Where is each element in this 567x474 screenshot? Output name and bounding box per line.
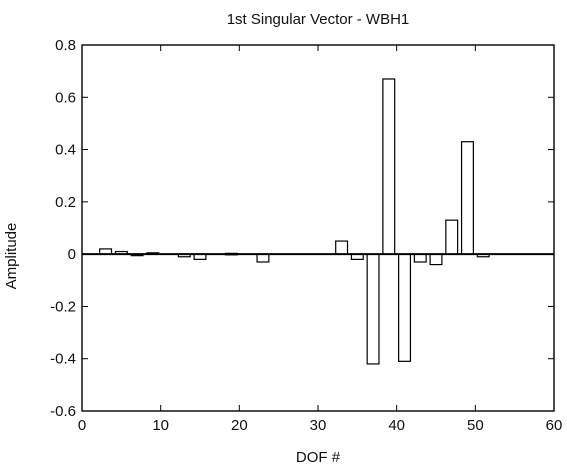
- x-tick-label: 40: [388, 417, 405, 434]
- y-tick-label: 0: [68, 246, 76, 263]
- y-tick-label: 0.2: [55, 194, 76, 211]
- x-tick-label: 60: [546, 417, 563, 434]
- x-tick-label: 30: [310, 417, 327, 434]
- x-axis-label: DOF #: [296, 449, 341, 466]
- y-tick-label: 0.4: [55, 142, 76, 159]
- x-tick-label: 50: [467, 417, 484, 434]
- x-tick-label: 0: [78, 417, 86, 434]
- bar: [413, 253, 427, 263]
- y-tick-label: -0.6: [50, 403, 76, 420]
- y-tick-label: 0.6: [55, 89, 76, 106]
- x-tick-label: 10: [152, 417, 169, 434]
- plot-frame: [81, 44, 555, 412]
- y-tick-label: 0.8: [55, 37, 76, 54]
- y-tick-label: -0.4: [50, 351, 76, 368]
- bar: [382, 78, 396, 255]
- ticks-layer: 0 10 20 30 40 50 60 -0.6 -0.4 -0.2 0 0.2 0.4 0.6 0.8: [50, 37, 562, 434]
- bar: [429, 253, 443, 266]
- x-tick-label: 20: [231, 417, 248, 434]
- bars-layer: [82, 78, 554, 365]
- bar: [445, 219, 459, 255]
- bar: [256, 253, 270, 263]
- bar: [460, 141, 474, 255]
- bar: [398, 253, 412, 362]
- bar: [335, 240, 349, 255]
- bar: [366, 253, 380, 365]
- y-tick-label: -0.2: [50, 298, 76, 315]
- y-axis-label: Amplitude: [3, 223, 20, 290]
- chart-title: 1st Singular Vector - WBH1: [227, 11, 410, 28]
